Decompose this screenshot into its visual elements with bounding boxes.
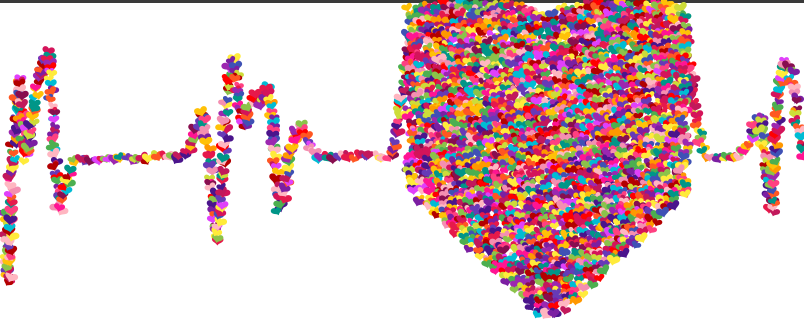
small-heart — [17, 156, 30, 167]
top-border-line — [0, 0, 804, 3]
large-heart-of-stripes — [399, 0, 696, 323]
